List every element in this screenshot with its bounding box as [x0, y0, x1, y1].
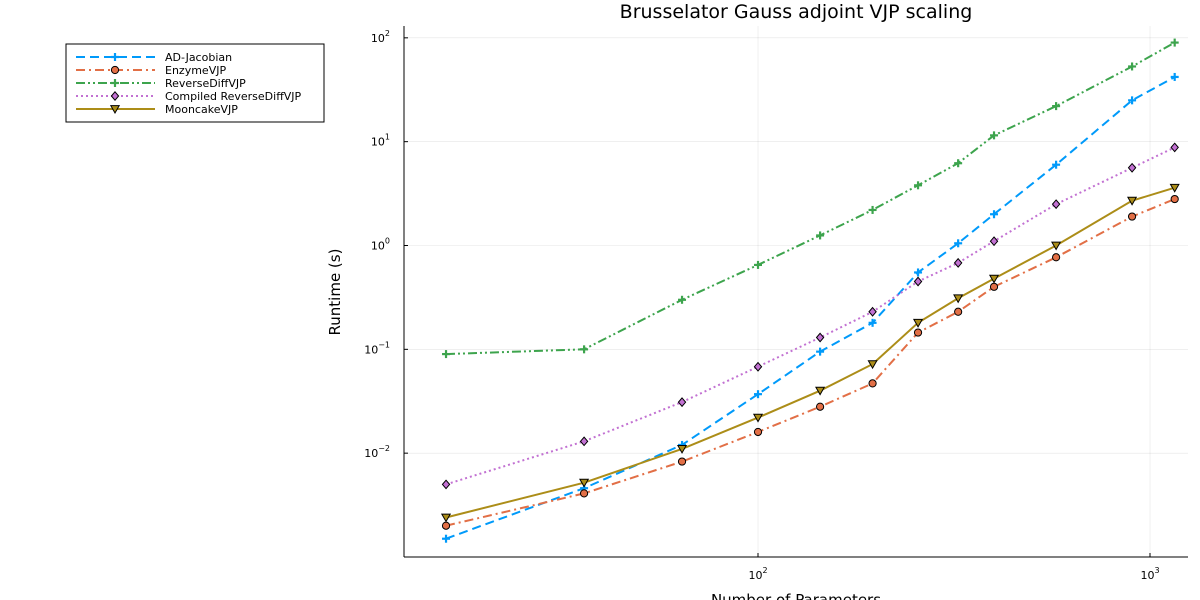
data-point — [753, 361, 763, 372]
data-point — [678, 295, 687, 304]
series — [440, 38, 1180, 543]
y-tick-label: 100 — [371, 236, 390, 252]
data-point — [815, 386, 826, 396]
grid — [404, 26, 1188, 557]
data-point — [815, 402, 825, 411]
legend-label: ReverseDiffVJP — [165, 77, 246, 90]
data-point — [677, 457, 687, 466]
data-point — [441, 479, 451, 490]
series-line — [445, 76, 1176, 540]
x-axis-title: Number of Parameters — [711, 591, 881, 600]
series-line — [445, 198, 1176, 527]
legend-entry: Compiled ReverseDiffVJP — [76, 90, 302, 103]
data-point — [1169, 183, 1180, 193]
x-tick-label: 102 — [748, 566, 767, 582]
data-point — [754, 390, 763, 399]
y-tick-label: 101 — [371, 133, 390, 149]
data-point — [1127, 212, 1137, 221]
data-point — [990, 131, 999, 140]
data-point — [442, 534, 451, 543]
legend-entry: EnzymeVJP — [76, 64, 226, 77]
data-point — [441, 521, 451, 530]
data-point — [914, 268, 923, 277]
data-point — [868, 306, 877, 317]
data-point — [1170, 38, 1179, 47]
axes — [403, 26, 1188, 558]
data-point — [988, 274, 1000, 284]
data-point — [954, 159, 963, 168]
data-point — [752, 413, 764, 423]
legend-entry: ReverseDiffVJP — [76, 77, 246, 90]
legend-swatch-marker — [110, 91, 120, 101]
data-point — [954, 307, 963, 316]
data-point — [913, 276, 923, 287]
data-point — [914, 181, 923, 190]
data-point — [868, 205, 877, 214]
data-point — [868, 318, 877, 327]
data-point — [816, 231, 825, 240]
data-point — [953, 294, 964, 304]
legend-label: MooncakeVJP — [165, 103, 238, 116]
legend-entry: AD-Jacobian — [76, 51, 232, 64]
series-line — [445, 41, 1176, 356]
series-line — [445, 146, 1176, 486]
series-line — [445, 186, 1175, 519]
data-point — [816, 347, 825, 356]
data-point — [676, 444, 688, 454]
data-point — [815, 332, 825, 343]
data-point — [442, 350, 451, 359]
data-point — [1051, 241, 1062, 251]
series-ad-jacobian — [442, 72, 1179, 543]
chart-title: Brusselator Gauss adjoint VJP scaling — [620, 1, 973, 23]
data-point — [1170, 142, 1179, 153]
data-point — [753, 427, 763, 437]
series-enzymevjp — [441, 194, 1179, 530]
tick-labels: 102 103 10−2 10−1 100 101 102 — [364, 29, 1159, 582]
legend-swatch-marker — [110, 65, 120, 75]
y-tick-label: 10−2 — [364, 444, 390, 460]
series-mooncakevjp — [440, 183, 1180, 523]
data-point — [1127, 162, 1137, 173]
data-point — [953, 257, 963, 268]
data-point — [867, 360, 878, 370]
series-compiled-reversediffvjp — [441, 142, 1179, 490]
data-point — [1051, 199, 1061, 210]
data-point — [1128, 62, 1137, 71]
data-point — [912, 318, 924, 328]
data-point — [677, 397, 687, 408]
data-point — [579, 436, 589, 447]
data-point — [580, 345, 589, 354]
data-point — [1128, 96, 1137, 105]
x-tick-label: 103 — [1140, 566, 1159, 582]
data-point — [1127, 196, 1138, 206]
data-point — [1051, 253, 1061, 262]
legend-label: Compiled ReverseDiffVJP — [165, 90, 302, 103]
data-point — [1052, 102, 1061, 111]
y-tick-label: 102 — [371, 29, 390, 45]
data-point — [754, 260, 763, 269]
legend: AD-JacobianEnzymeVJPReverseDiffVJPCompil… — [65, 43, 325, 123]
data-point — [954, 239, 963, 248]
data-point — [579, 478, 590, 488]
data-point — [989, 236, 999, 247]
data-point — [1170, 72, 1179, 81]
legend-entry: MooncakeVJP — [76, 103, 238, 116]
data-point — [868, 379, 877, 388]
legend-label: AD-Jacobian — [165, 51, 232, 64]
data-point — [440, 513, 452, 523]
y-axis-title: Runtime (s) — [326, 249, 344, 336]
data-point — [913, 328, 923, 337]
data-point — [1052, 160, 1061, 169]
data-point — [989, 282, 999, 291]
series-reversediffvjp — [442, 38, 1179, 359]
legend-label: EnzymeVJP — [165, 64, 226, 77]
data-point — [1170, 194, 1179, 204]
data-point — [579, 489, 589, 498]
legend-swatch-marker — [111, 53, 119, 61]
y-tick-label: 10−1 — [364, 340, 390, 356]
data-point — [990, 210, 999, 219]
legend-swatch-marker — [109, 105, 121, 115]
legend-swatch-marker — [111, 79, 119, 87]
